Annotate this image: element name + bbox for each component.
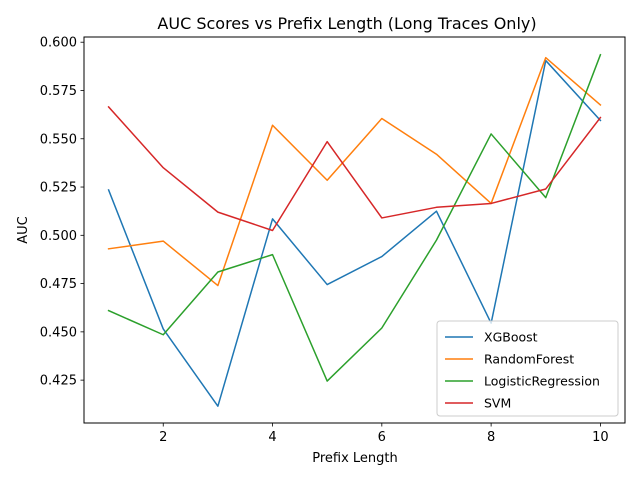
legend-box	[436, 320, 619, 417]
y-tick-label: 0.600	[40, 36, 77, 51]
y-tick-label: 0.475	[40, 277, 77, 292]
y-tick-label: 0.575	[40, 84, 77, 99]
chart-title: AUC Scores vs Prefix Length (Long Traces…	[157, 14, 536, 33]
x-tick-label: 8	[487, 430, 495, 445]
y-tick-label: 0.425	[40, 374, 77, 389]
legend: XGBoost RandomForest LogisticRegression SVM	[436, 320, 619, 417]
y-axis-label: AUC	[16, 216, 31, 244]
x-axis-label: Prefix Length	[312, 451, 398, 466]
x-axis: 2 4 6 8 10	[159, 423, 609, 445]
axes-frame	[83, 36, 626, 424]
legend-label-svm: SVM	[484, 396, 511, 411]
y-tick-label: 0.500	[40, 229, 77, 244]
legend-label-randomforest: RandomForest	[484, 352, 574, 367]
series-line-randomforest	[107, 56, 602, 287]
x-tick-label: 4	[268, 430, 276, 445]
legend-label-xgboost: XGBoost	[484, 330, 538, 345]
series-line-logisticregression	[107, 53, 602, 382]
series-line-svm	[107, 105, 602, 232]
y-tick-label: 0.550	[40, 132, 77, 147]
y-tick-label: 0.450	[40, 325, 77, 340]
series-line-xgboost	[107, 59, 602, 407]
y-axis: 0.425 0.450 0.475 0.500 0.525 0.550 0.575 0.600	[40, 36, 84, 389]
x-tick-label: 2	[159, 430, 167, 445]
legend-label-logisticregression: LogisticRegression	[484, 374, 600, 389]
plot-area	[107, 53, 602, 407]
y-tick-label: 0.525	[40, 181, 77, 196]
x-tick-label: 10	[592, 430, 609, 445]
x-tick-label: 6	[378, 430, 386, 445]
